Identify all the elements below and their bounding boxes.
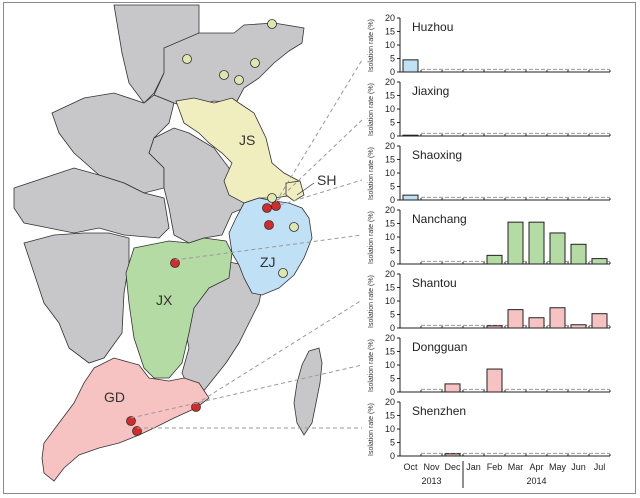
bar-jun xyxy=(570,243,587,265)
bar-jul xyxy=(591,258,608,265)
y-tick-label: 15 xyxy=(385,283,395,293)
bar-mar xyxy=(507,221,524,265)
panel-title: Shenzhen xyxy=(412,404,466,418)
y-tick-label: 20 xyxy=(385,269,395,279)
chart-panel-shaoxing: 0 5 10 15 20 Isolation rate (%) Shaoxing xyxy=(368,141,611,205)
province-label-gd: GD xyxy=(104,389,125,405)
bar-apr xyxy=(528,317,545,329)
bar-mar xyxy=(507,309,524,329)
y-tick-label: 20 xyxy=(385,141,395,151)
china-east-map: JS SH ZJ JX GD xyxy=(13,4,336,482)
x-tick-label: Jan xyxy=(466,462,481,472)
bar-feb xyxy=(486,254,503,265)
panel-title: Shaoxing xyxy=(412,148,462,162)
y-tick-label: 15 xyxy=(385,91,395,101)
y-tick-label: 10 xyxy=(385,232,395,242)
x-tick-label: Jun xyxy=(571,462,586,472)
y-tick-label: 15 xyxy=(385,347,395,357)
bar-jun xyxy=(570,324,587,329)
y-tick-label: 15 xyxy=(385,219,395,229)
y-axis-label: Isolation rate (%) xyxy=(368,147,375,200)
panel-title: Dongguan xyxy=(412,340,467,354)
y-tick-label: 15 xyxy=(385,411,395,421)
y-axis-label: Isolation rate (%) xyxy=(368,403,375,456)
y-tick-label: 10 xyxy=(385,360,395,370)
bar-may xyxy=(549,307,566,329)
panel-title: Huzhou xyxy=(412,20,453,34)
y-axis-label: Isolation rate (%) xyxy=(368,19,375,72)
bar-apr xyxy=(528,221,545,265)
y-tick-label: 0 xyxy=(390,387,395,397)
y-tick-label: 0 xyxy=(390,131,395,141)
y-tick-label: 5 xyxy=(390,438,395,448)
y-axis-label: Isolation rate (%) xyxy=(368,275,375,328)
panel-title: Jiaxing xyxy=(412,84,449,98)
y-tick-label: 0 xyxy=(390,67,395,77)
y-tick-label: 5 xyxy=(390,182,395,192)
bar-may xyxy=(549,232,566,265)
bar-oct xyxy=(402,194,419,201)
chart-panel-shantou: 0 5 10 15 20 Isolation rate (%) Shantou xyxy=(368,269,611,333)
panel-title: Shantou xyxy=(412,276,457,290)
year-label: 2013 xyxy=(421,476,441,486)
y-tick-label: 10 xyxy=(385,40,395,50)
y-tick-label: 10 xyxy=(385,104,395,114)
panel-title: Nanchang xyxy=(412,212,467,226)
x-tick-label: Dec xyxy=(444,462,461,472)
x-tick-label: Jul xyxy=(594,462,606,472)
chart-panel-jiaxing: 0 5 10 15 20 Isolation rate (%) Jiaxing xyxy=(368,77,611,141)
y-tick-label: 5 xyxy=(390,374,395,384)
bar-feb xyxy=(486,325,503,329)
y-tick-label: 10 xyxy=(385,424,395,434)
isolation-rate-charts: 0 5 10 15 20 Isolation rate (%) Huzhou 0 5 10 15 20… xyxy=(368,13,611,488)
x-tick-label: Apr xyxy=(529,462,543,472)
y-tick-label: 15 xyxy=(385,27,395,37)
y-tick-label: 20 xyxy=(385,333,395,343)
x-axis-labels: Oct Nov Dec Jan Feb Mar Apr May Jun Jul 2013 2014 xyxy=(403,461,605,488)
x-tick-label: Mar xyxy=(508,462,524,472)
x-tick-label: Feb xyxy=(487,462,503,472)
bar-dec xyxy=(444,453,461,457)
y-tick-label: 0 xyxy=(390,259,395,269)
y-axis-label: Isolation rate (%) xyxy=(368,83,375,136)
province-sh xyxy=(285,180,305,202)
y-tick-label: 15 xyxy=(385,155,395,165)
year-label: 2014 xyxy=(526,476,546,486)
chart-panel-shenzhen: 0 5 10 15 20 Isolation rate (%) Shenzhen xyxy=(368,397,611,461)
bar-oct xyxy=(402,59,419,73)
province-label-zj: ZJ xyxy=(260,254,276,270)
bar-jul xyxy=(591,313,608,329)
y-tick-label: 5 xyxy=(390,54,395,64)
y-tick-label: 20 xyxy=(385,397,395,407)
y-tick-label: 0 xyxy=(390,323,395,333)
province-label-js: JS xyxy=(239,132,255,148)
x-tick-label: Oct xyxy=(403,462,418,472)
y-tick-label: 20 xyxy=(385,77,395,87)
y-tick-label: 5 xyxy=(390,310,395,320)
bar-feb xyxy=(486,368,503,393)
y-tick-label: 0 xyxy=(390,195,395,205)
y-tick-label: 10 xyxy=(385,296,395,306)
bar-oct xyxy=(402,134,419,137)
y-axis-label: Isolation rate (%) xyxy=(368,211,375,264)
y-axis-label: Isolation rate (%) xyxy=(368,339,375,392)
province-label-sh: SH xyxy=(317,172,336,188)
y-tick-label: 5 xyxy=(390,246,395,256)
chart-panel-huzhou: 0 5 10 15 20 Isolation rate (%) Huzhou xyxy=(368,13,611,77)
y-tick-label: 10 xyxy=(385,168,395,178)
y-tick-label: 20 xyxy=(385,205,395,215)
bar-dec xyxy=(444,383,461,393)
y-tick-label: 20 xyxy=(385,13,395,23)
province-label-jx: JX xyxy=(156,292,173,308)
chart-panel-nanchang: 0 5 10 15 20 Isolation rate (%) Nanchang xyxy=(368,205,611,269)
chart-panel-dongguan: 0 5 10 15 20 Isolation rate (%) Dongguan xyxy=(368,333,611,397)
y-tick-label: 5 xyxy=(390,118,395,128)
x-tick-label: May xyxy=(549,462,567,472)
y-tick-label: 0 xyxy=(390,451,395,461)
x-tick-label: Nov xyxy=(423,462,440,472)
